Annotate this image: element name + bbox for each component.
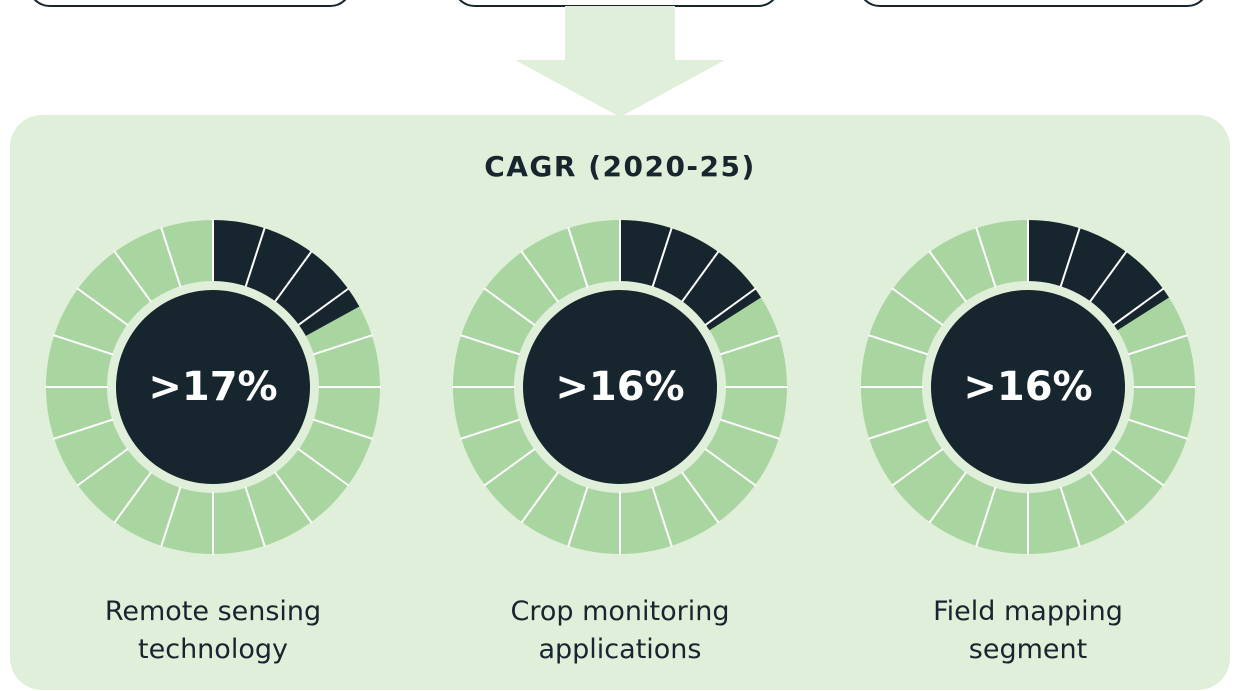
segment-divider [160, 226, 182, 288]
segment-divider [1112, 447, 1165, 487]
segment-divider [975, 226, 997, 288]
segment-divider [297, 447, 350, 487]
segment-divider [459, 334, 521, 356]
segment-divider [567, 226, 589, 288]
segment-divider [891, 287, 944, 327]
segment-divider [704, 447, 757, 487]
segment-divider [273, 471, 313, 524]
segment-divider [928, 250, 968, 303]
segment-divider [719, 334, 781, 356]
gauge-value: >17% [148, 364, 277, 410]
segment-divider [1059, 226, 1081, 288]
segment-divider [567, 486, 589, 548]
segment-divider [704, 287, 757, 327]
top-box [458, 0, 775, 7]
segment-divider [928, 471, 968, 524]
segment-divider [520, 250, 560, 303]
segment-divider [52, 334, 114, 356]
gauge-value: >16% [963, 364, 1092, 410]
segment-divider [1127, 418, 1189, 440]
segment-divider [52, 418, 114, 440]
segment-divider [867, 418, 929, 440]
gauge-fill [1028, 220, 1170, 331]
segment-divider [297, 287, 350, 327]
gauge-fill [620, 220, 762, 331]
segment-divider [651, 226, 673, 288]
segment-divider [483, 447, 536, 487]
gauge-center [116, 290, 310, 484]
segment-divider [312, 418, 374, 440]
segment-divider [975, 486, 997, 548]
gauge-value: >16% [555, 364, 684, 410]
segment-divider [113, 471, 153, 524]
category-label: Crop monitoring applications [511, 596, 730, 665]
segment-divider [520, 471, 560, 524]
segment-divider [1112, 287, 1165, 327]
segment-divider [160, 486, 182, 548]
segment-divider [76, 287, 129, 327]
segment-divider [312, 334, 374, 356]
segment-divider [244, 226, 266, 288]
segment-divider [273, 250, 313, 303]
segment-divider [680, 250, 720, 303]
segment-divider [891, 447, 944, 487]
category-label: Field mapping segment [933, 596, 1123, 665]
segment-divider [76, 447, 129, 487]
segment-divider [483, 287, 536, 327]
category-label: Remote sensing technology [105, 596, 321, 665]
segment-divider [1127, 334, 1189, 356]
segment-divider [867, 334, 929, 356]
segment-divider [651, 486, 673, 548]
top-box [863, 0, 1204, 7]
chart-title: CAGR (2020-25) [484, 150, 756, 183]
segment-divider [1088, 250, 1128, 303]
segment-divider [113, 250, 153, 303]
segment-divider [1088, 471, 1128, 524]
gauge-center [931, 290, 1125, 484]
segment-divider [244, 486, 266, 548]
segment-divider [680, 471, 720, 524]
arrow [515, 6, 725, 117]
segment-divider [1059, 486, 1081, 548]
gauge-center [523, 290, 717, 484]
segment-divider [719, 418, 781, 440]
top-box [33, 0, 347, 7]
segment-divider [459, 418, 521, 440]
